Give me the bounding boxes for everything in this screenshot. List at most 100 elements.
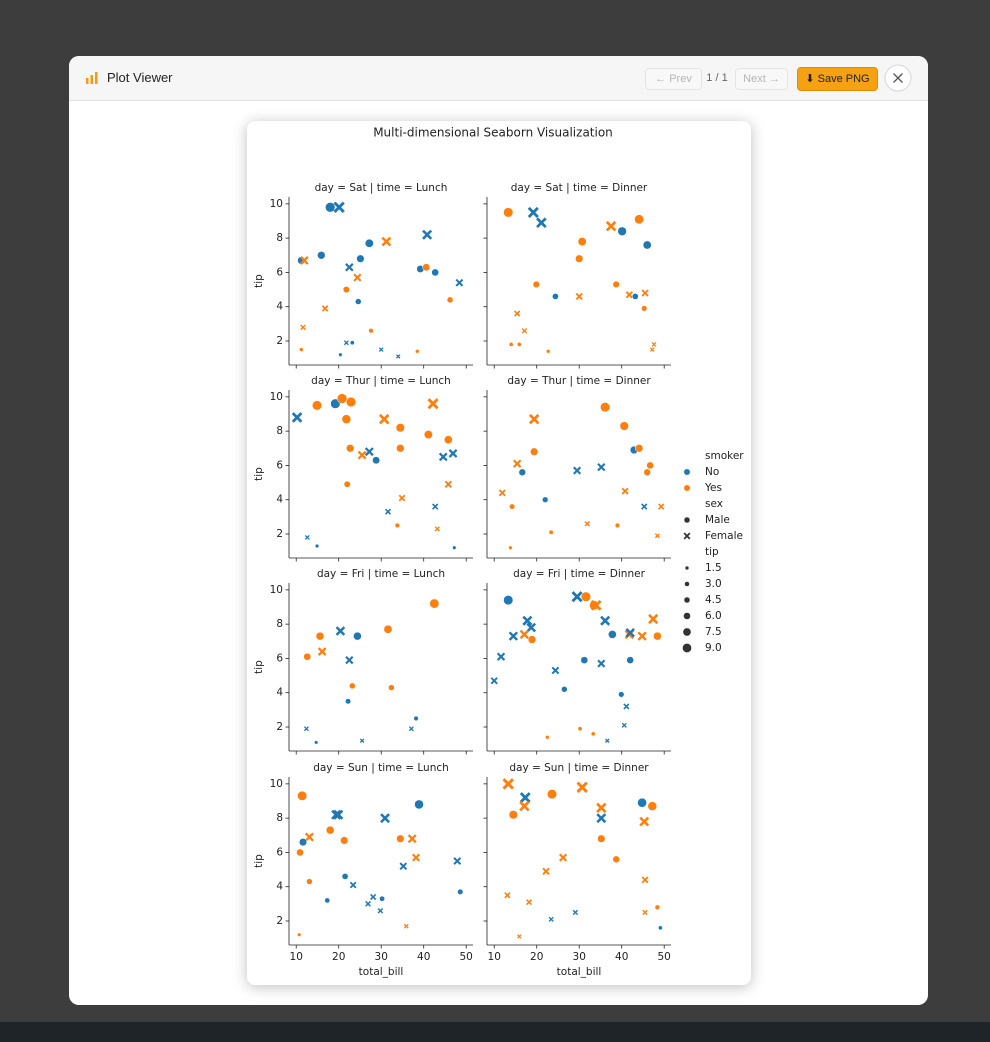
x-tick-label: 10 (290, 951, 303, 963)
legend-label: 4.5 (705, 594, 722, 606)
point (304, 832, 314, 842)
point (490, 677, 498, 685)
point (552, 293, 559, 300)
next-button: Next → (735, 68, 788, 90)
legend-title: sex (705, 498, 723, 510)
point (548, 529, 554, 535)
point (381, 236, 392, 247)
taskbar (0, 1022, 990, 1042)
point (653, 631, 662, 641)
point (503, 595, 514, 606)
legend-size (684, 581, 690, 587)
legend-title: tip (705, 546, 719, 558)
legend-label: 3.0 (705, 578, 722, 590)
point (634, 214, 645, 225)
point (457, 888, 464, 895)
point (512, 459, 522, 468)
point (314, 543, 320, 549)
y-tick-label: 8 (276, 618, 283, 630)
point (422, 229, 433, 240)
point (648, 613, 659, 625)
y-tick-label: 4 (276, 881, 283, 893)
point (526, 899, 533, 906)
point (364, 238, 374, 248)
point (414, 799, 424, 810)
point (626, 656, 634, 664)
legend-size (682, 643, 692, 653)
point (596, 813, 607, 824)
point (623, 703, 630, 710)
point (577, 237, 587, 247)
point (383, 624, 393, 634)
point (526, 622, 537, 633)
y-tick-label: 10 (270, 584, 283, 596)
point (561, 686, 568, 693)
x-tick-label: 10 (488, 951, 501, 963)
point (571, 591, 583, 603)
point (312, 400, 323, 411)
x-tick-label: 40 (417, 951, 430, 963)
legend-swatch (683, 516, 691, 524)
point (303, 652, 312, 661)
y-tick-label: 2 (276, 335, 283, 347)
point (333, 201, 345, 213)
point (527, 635, 537, 644)
point (514, 310, 521, 317)
point (297, 932, 302, 937)
point (528, 413, 540, 425)
x-tick-label: 50 (460, 951, 473, 963)
point (509, 503, 516, 510)
point (399, 862, 408, 870)
y-tick-label: 8 (276, 425, 283, 437)
point (378, 413, 390, 425)
point (356, 254, 365, 263)
point (291, 412, 303, 423)
point (508, 545, 513, 550)
point (508, 631, 519, 641)
point (343, 480, 351, 488)
point (530, 447, 539, 456)
app-title: Plot Viewer (107, 70, 173, 85)
x-tick-label: 20 (332, 951, 345, 963)
point (336, 393, 348, 404)
point (618, 691, 625, 698)
point (637, 631, 647, 641)
point (341, 873, 349, 880)
point (448, 449, 458, 458)
close-button[interactable] (884, 64, 912, 92)
point (527, 206, 539, 218)
point (396, 444, 405, 453)
point (654, 533, 660, 539)
y-tick-label: 6 (276, 846, 283, 858)
point (597, 834, 606, 843)
point (431, 268, 439, 277)
save-button[interactable]: ⬇ Save PNG (797, 67, 878, 91)
point (314, 740, 319, 745)
point (621, 487, 629, 495)
point (357, 450, 367, 460)
point (394, 522, 400, 529)
x-tick-label: 30 (573, 951, 586, 963)
point (330, 398, 341, 409)
legend-size (683, 596, 691, 604)
app-icon (86, 72, 98, 84)
point (422, 263, 431, 272)
point (612, 280, 620, 288)
point (324, 897, 331, 904)
point (584, 520, 591, 527)
panel-title: day = Sat | time = Dinner (511, 182, 648, 194)
point (597, 659, 606, 668)
point (325, 825, 335, 835)
point (415, 349, 420, 354)
point (597, 463, 606, 472)
y-tick-label: 6 (276, 459, 283, 471)
point (372, 456, 381, 465)
legend-label: 6.0 (705, 610, 722, 622)
point (370, 893, 377, 901)
y-axis-label: tip (253, 660, 265, 674)
point (438, 452, 448, 462)
point (427, 398, 439, 410)
point (651, 341, 657, 347)
point (600, 402, 611, 413)
panel-title: day = Sat | time = Lunch (315, 182, 448, 194)
